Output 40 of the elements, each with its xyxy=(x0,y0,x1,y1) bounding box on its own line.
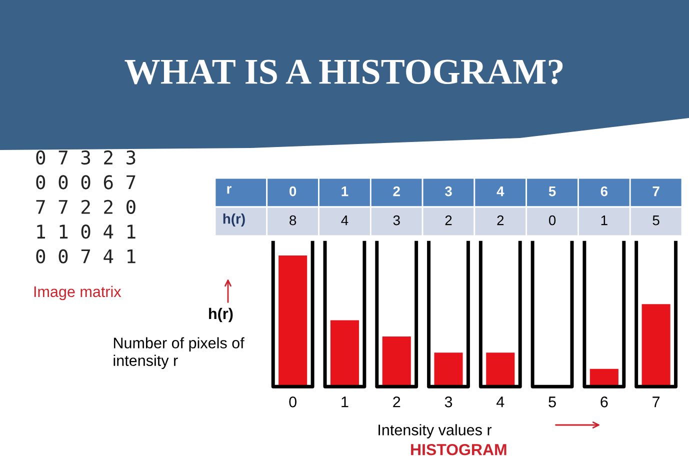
bar xyxy=(642,304,670,385)
category-label: 1 xyxy=(342,186,348,196)
text: Image matrix xyxy=(34,286,122,300)
y-axis-title: Number of pixels of intensity r xyxy=(114,337,244,369)
x-tick-label: 3 xyxy=(444,396,452,408)
category-label: 4 xyxy=(496,186,504,196)
x-tick-label: 2 xyxy=(393,396,400,408)
category-label: 6 xyxy=(600,186,608,196)
x-tick-label: 1 xyxy=(342,396,348,408)
data-label: 8 xyxy=(290,215,296,226)
bar xyxy=(382,336,411,385)
data-label: 1 xyxy=(601,216,608,226)
data-label: 2 xyxy=(497,215,504,226)
text: h(r) xyxy=(209,308,233,322)
x-tick-label: 0 xyxy=(289,396,296,408)
x-axis-title: Intensity values r xyxy=(378,424,492,438)
chart-title: WHAT IS A HISTOGRAM? xyxy=(124,60,563,84)
data-label: 4 xyxy=(341,216,348,226)
data-label: 5 xyxy=(652,216,660,226)
text: h(r) xyxy=(223,214,245,226)
category-label: 0 xyxy=(290,186,296,196)
text: r xyxy=(227,186,232,194)
text: HISTOGRAM xyxy=(411,444,506,456)
bar xyxy=(278,256,308,385)
bar xyxy=(486,352,515,385)
x-tick-label: 4 xyxy=(496,396,504,408)
text: 0 7 3 2 3 0 0 0 6 7 7 7 2 2 0 1 1 0 4 1 0 0 7 4 1 xyxy=(36,150,136,264)
x-tick-label: 7 xyxy=(652,396,660,408)
x-tick-label: 5 xyxy=(548,396,556,408)
data-label: 0 xyxy=(548,215,556,226)
category-label: 7 xyxy=(652,186,660,196)
data-label: 2 xyxy=(445,215,452,226)
bar xyxy=(330,320,359,385)
data-label: 3 xyxy=(393,215,400,226)
bar xyxy=(590,368,618,385)
category-label: 5 xyxy=(548,186,556,196)
category-label: 2 xyxy=(393,186,400,196)
x-tick-label: 6 xyxy=(600,396,608,408)
category-label: 3 xyxy=(444,186,452,196)
bar xyxy=(434,352,463,385)
